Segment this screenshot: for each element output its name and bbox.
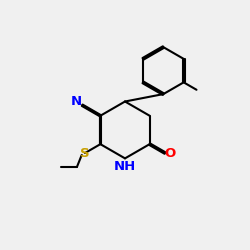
Text: N: N — [70, 95, 82, 108]
Text: S: S — [80, 146, 90, 160]
Text: NH: NH — [114, 160, 136, 173]
Text: O: O — [165, 146, 176, 160]
